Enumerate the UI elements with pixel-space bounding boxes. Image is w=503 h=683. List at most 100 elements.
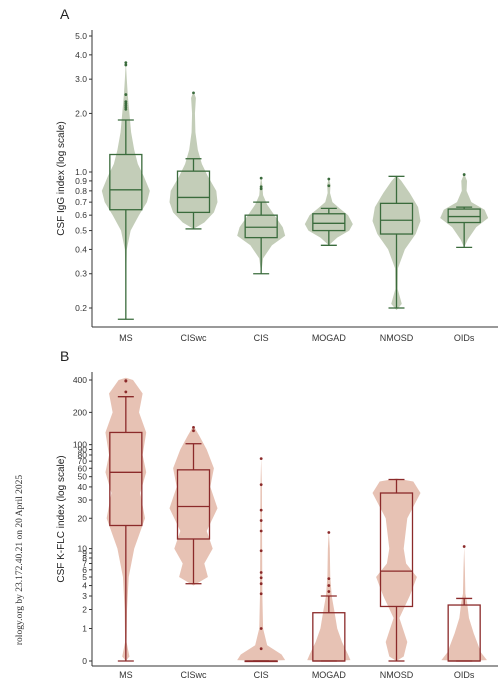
outlier-point	[259, 549, 263, 553]
box-oids	[447, 208, 481, 224]
category-label: CIS	[254, 333, 269, 343]
outlier-point	[124, 379, 128, 382]
y-tick-label: 80	[78, 450, 88, 460]
category-label: NMOSD	[380, 333, 414, 343]
group-ms	[101, 61, 150, 320]
outlier-point	[259, 582, 263, 586]
outlier-point	[462, 173, 466, 176]
y-tick-label: 8	[82, 553, 87, 563]
category-label: CIS	[254, 670, 269, 680]
outlier-point	[259, 576, 263, 580]
violin-cis	[237, 457, 286, 661]
y-tick-label: 3	[82, 591, 87, 601]
box-ms	[109, 431, 143, 527]
group-ms	[105, 377, 147, 662]
y-tick-label: 3.0	[75, 74, 87, 84]
group-ciswc	[169, 91, 218, 230]
box-nmosd	[379, 202, 414, 235]
outlier-point	[259, 571, 263, 574]
violin-oids	[440, 173, 489, 248]
y-tick-label: 0.3	[75, 269, 87, 279]
box-ms	[109, 153, 143, 211]
outlier-point	[327, 177, 331, 181]
group-mogad	[307, 531, 351, 662]
y-tick-label: 5.0	[75, 31, 87, 41]
y-tick-label: 2	[82, 604, 87, 614]
outlier-point	[124, 100, 128, 104]
y-tick-label: 4	[82, 581, 87, 591]
group-nmosd	[372, 175, 421, 311]
y-tick-label: 0	[82, 656, 87, 666]
violin-ciswc	[169, 425, 218, 586]
outlier-point	[259, 519, 263, 522]
category-label: MOGAD	[312, 333, 347, 343]
outlier-point	[462, 545, 466, 548]
group-oids	[440, 173, 489, 248]
category-label: MS	[119, 670, 133, 680]
category-label: MS	[119, 333, 133, 343]
y-tick-label: 2.0	[75, 108, 87, 118]
y-tick-label: 40	[78, 482, 88, 492]
outlier-point	[124, 107, 128, 111]
y-tick-label: 0.8	[75, 186, 87, 196]
watermark-text: rology.org by 23.172.40.21 on 20 April 2…	[15, 475, 25, 645]
y-tick-label: 400	[73, 375, 87, 385]
box-cis	[244, 214, 278, 239]
box-ciswc	[176, 170, 211, 214]
box-ciswc	[176, 469, 211, 540]
y-tick-label: 0.6	[75, 210, 87, 220]
outlier-point	[259, 508, 263, 512]
outlier-point	[327, 584, 331, 587]
group-mogad	[304, 177, 353, 246]
outlier-point	[259, 457, 263, 460]
outlier-point	[259, 592, 263, 596]
violin-ms	[105, 377, 147, 661]
outlier-point	[259, 176, 263, 180]
outlier-point	[259, 185, 263, 189]
y-tick-label: 6	[82, 565, 87, 575]
y-tick-label: 50	[78, 472, 88, 482]
outlier-point	[124, 61, 128, 64]
outlier-point	[124, 93, 128, 96]
outlier-point	[124, 390, 128, 394]
group-nmosd	[372, 478, 421, 662]
violin-nmosd	[372, 478, 421, 661]
y-tick-label: 0.2	[75, 303, 87, 313]
category-label: CISwc	[180, 670, 207, 680]
y-tick-label: 0.9	[75, 176, 87, 186]
category-label: CISwc	[180, 333, 207, 343]
category-label: MOGAD	[312, 670, 347, 680]
group-oids	[441, 545, 487, 662]
outlier-point	[327, 531, 331, 534]
y-tick-label: 0.5	[75, 226, 87, 236]
outlier-point	[327, 590, 331, 593]
category-label: OIDs	[454, 333, 475, 343]
y-tick-label: 0.7	[75, 197, 87, 207]
outlier-point	[259, 187, 263, 191]
y-tick-label: 9	[82, 548, 87, 558]
violin-cis	[237, 176, 286, 274]
panel-letter: A	[60, 6, 70, 22]
outlier-point	[124, 63, 128, 67]
y-axis-label: CSF K-FLC index (log scale)	[56, 455, 67, 582]
panel-letter: B	[60, 348, 69, 364]
group-cis	[237, 176, 286, 275]
outlier-point	[259, 627, 263, 630]
outlier-point	[327, 184, 331, 188]
category-label: NMOSD	[380, 670, 414, 680]
y-tick-label: 5	[82, 572, 87, 582]
outlier-point	[124, 105, 128, 109]
y-axis-label: CSF IgG index (log scale)	[56, 121, 67, 236]
outlier-point	[327, 577, 331, 580]
chart-panel-a: A 0.2 0.3 0.4 0.5 0.6 0.70.80.91.0 2.0 3.0 4.0 5.0…	[56, 6, 498, 343]
group-cis	[237, 457, 286, 663]
y-tick-label: 200	[73, 407, 87, 417]
outlier-point	[259, 483, 263, 487]
category-label: OIDs	[454, 670, 475, 680]
y-tick-label: 0.4	[75, 244, 87, 254]
group-ciswc	[169, 425, 218, 586]
y-tick-label: 70	[78, 456, 88, 466]
y-tick-label: 100	[73, 440, 87, 450]
